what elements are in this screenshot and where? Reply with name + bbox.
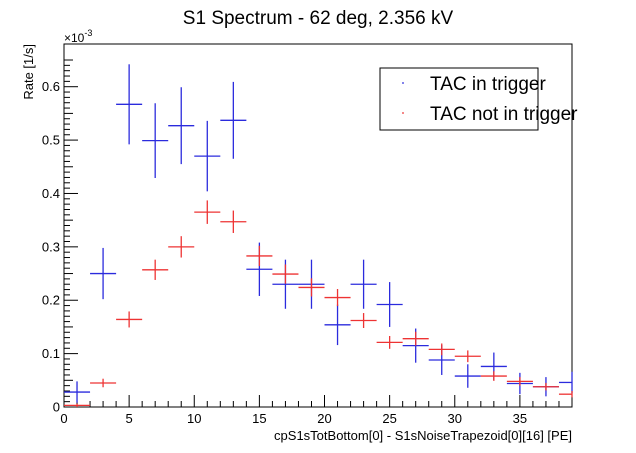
data-point	[298, 278, 325, 297]
legend-box	[379, 67, 539, 131]
data-point	[480, 371, 507, 381]
data-point	[168, 236, 195, 258]
data-point	[142, 259, 169, 280]
x-tick-label: 20	[317, 411, 331, 426]
data-point	[558, 371, 573, 394]
data-point	[376, 282, 403, 327]
y-tick-label: 0.3	[42, 239, 60, 254]
data-point	[90, 247, 117, 300]
data-point	[194, 200, 221, 224]
data-point	[220, 210, 247, 233]
y-axis-exponent-base: ×10	[64, 31, 85, 45]
data-point	[454, 350, 481, 363]
data-point	[428, 343, 455, 356]
data-point	[454, 364, 481, 388]
data-point	[350, 313, 377, 328]
data-point	[64, 381, 91, 403]
legend: TAC in trigger TAC not in trigger	[379, 67, 578, 131]
data-point	[246, 245, 273, 267]
data-point	[64, 403, 91, 407]
data-series	[64, 64, 573, 407]
x-tick-label: 30	[448, 411, 462, 426]
y-tick-label: 0.1	[42, 346, 60, 361]
data-point	[90, 378, 117, 388]
data-point	[350, 259, 377, 309]
data-point	[324, 304, 351, 346]
y-tick-label: 0.2	[42, 293, 60, 308]
data-point	[506, 377, 533, 386]
x-tick-label: 35	[513, 411, 527, 426]
y-axis-exponent: ×10-3	[64, 28, 92, 45]
y-tick-label: 0	[53, 400, 60, 415]
data-point	[116, 311, 143, 328]
legend-label-tac-not-in-trigger: TAC not in trigger	[430, 104, 578, 125]
y-axis-exponent-power: -3	[84, 28, 92, 38]
x-tick-label: 0	[60, 411, 67, 426]
data-point	[116, 64, 143, 145]
x-axis: 0 5 10 15 20 25 30 35	[60, 395, 560, 426]
data-point	[532, 382, 559, 391]
chart-title: S1 Spectrum - 62 deg, 2.356 kV	[183, 8, 454, 29]
y-tick-label: 0.6	[42, 79, 60, 94]
x-axis-label: cpS1sTotBottom[0] - S1sNoiseTrapezoid[0]…	[274, 428, 572, 443]
y-axis: 0 0.1 0.2 0.3 0.4 0.5 0.6	[42, 59, 78, 415]
x-tick-label: 15	[252, 411, 266, 426]
y-tick-label: 0.4	[42, 186, 60, 201]
data-point	[558, 390, 573, 398]
data-point	[402, 331, 429, 346]
y-tick-label: 0.5	[42, 133, 60, 148]
data-point	[324, 289, 351, 307]
x-tick-label: 25	[382, 411, 396, 426]
legend-marker-tac-in-trigger	[402, 82, 404, 84]
y-axis-label: Rate [1/s]	[21, 44, 36, 100]
legend-label-tac-in-trigger: TAC in trigger	[430, 74, 546, 95]
x-tick-label: 10	[187, 411, 201, 426]
data-point	[272, 264, 299, 284]
x-tick-label: 5	[126, 411, 133, 426]
data-point	[376, 336, 403, 349]
legend-marker-tac-not-in-trigger	[402, 112, 404, 114]
series-tac-not-in-trigger	[64, 200, 573, 407]
data-point	[194, 120, 221, 192]
data-point	[168, 87, 195, 165]
data-point	[142, 103, 169, 178]
data-point	[220, 81, 247, 159]
